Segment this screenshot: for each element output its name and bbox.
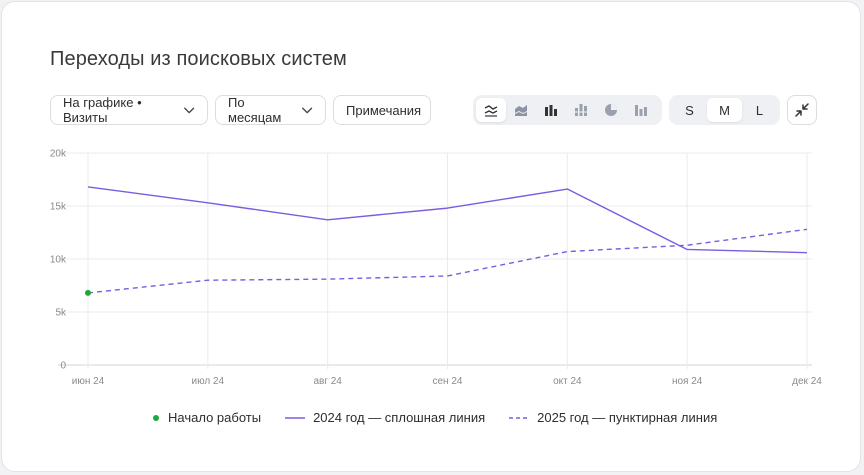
line-chart-icon[interactable] (476, 98, 506, 122)
chart-type-switcher (473, 95, 662, 125)
series-line-2025 (87, 228, 808, 294)
area-chart-icon[interactable] (506, 98, 536, 122)
line-chart: 0 5k 10k 15k 20k июн 24 июл 24 авг 24 сен 24 окт … (50, 149, 822, 388)
legend-item-2024: 2024 год — сплошная линия (285, 410, 485, 425)
column-chart-icon[interactable] (626, 98, 656, 122)
x-tick-label: июл 24 (192, 376, 225, 387)
chevron-down-icon (183, 107, 194, 114)
y-tick-label: 10k (50, 255, 67, 266)
metric-select[interactable]: На графике • Визиты (50, 95, 208, 125)
start-marker-point (85, 289, 91, 296)
legend-item-2025: 2025 год — пунктирная линия (509, 410, 717, 425)
metric-select-label: На графике • Визиты (63, 95, 142, 125)
dashed-line-icon (509, 416, 530, 419)
x-tick-label: окт 24 (553, 376, 582, 387)
size-l-button[interactable]: L (755, 102, 764, 118)
start-dot-icon (153, 414, 159, 421)
legend-label-2024: 2024 год — сплошная линия (313, 410, 486, 425)
y-tick-label: 5k (55, 308, 67, 319)
solid-line-icon (285, 416, 306, 419)
chevron-down-icon (301, 107, 312, 114)
size-s-button[interactable]: S (685, 102, 694, 118)
stacked-bar-icon[interactable] (566, 98, 596, 122)
y-tick-label: 20k (50, 149, 67, 160)
page-title: Переходы из поисковых систем (50, 48, 347, 70)
collapse-button[interactable] (787, 95, 817, 125)
x-tick-label: сен 24 (433, 376, 463, 387)
x-tick-label: ноя 24 (672, 376, 703, 387)
collapse-icon (795, 103, 809, 117)
period-select[interactable]: По месяцам (215, 95, 326, 125)
notes-button[interactable]: Примечания (333, 95, 431, 125)
size-m-button[interactable]: M (707, 98, 742, 122)
x-tick-label: июн 24 (72, 376, 105, 387)
pie-chart-icon[interactable] (596, 98, 626, 122)
x-tick-label: дек 24 (792, 376, 822, 387)
legend-item-start: Начало работы (152, 410, 261, 425)
legend-label-2025: 2025 год — пунктирная линия (537, 410, 718, 425)
period-select-label: По месяцам (228, 95, 282, 125)
series-line-2024 (87, 186, 808, 254)
bar-chart-icon[interactable] (536, 98, 566, 122)
y-tick-label: 0 (60, 361, 66, 372)
x-tick-label: авг 24 (313, 376, 342, 387)
size-switcher: S M L (669, 95, 780, 125)
legend-label-start: Начало работы (168, 410, 262, 425)
legend: Начало работы 2024 год — сплошная линия … (152, 410, 741, 425)
y-tick-label: 15k (50, 202, 67, 213)
